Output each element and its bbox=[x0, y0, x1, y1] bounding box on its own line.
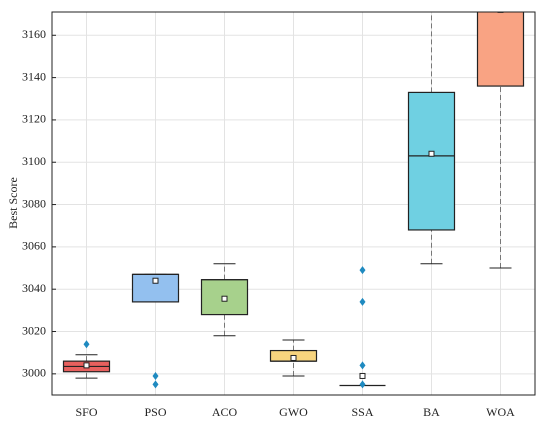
plot-frame bbox=[51, 11, 536, 396]
outlier bbox=[83, 340, 90, 349]
y-tick-label: 3120 bbox=[22, 112, 46, 126]
x-tick-label: PSO bbox=[144, 405, 166, 419]
outlier bbox=[152, 380, 159, 389]
box bbox=[476, 12, 525, 87]
x-tick-label: GWO bbox=[279, 405, 308, 419]
mean-marker bbox=[290, 354, 297, 361]
y-tick-label: 3080 bbox=[22, 196, 46, 210]
outlier bbox=[359, 266, 366, 275]
outlier bbox=[152, 371, 159, 380]
y-tick-label: 3140 bbox=[22, 69, 46, 83]
y-tick-label: 3160 bbox=[22, 27, 46, 41]
outlier bbox=[359, 380, 366, 389]
x-tick-label: ACO bbox=[212, 405, 238, 419]
mean-marker bbox=[152, 277, 159, 284]
y-tick-label: 3060 bbox=[22, 239, 46, 253]
y-axis-label: Best Score bbox=[6, 177, 20, 229]
y-tick-label: 3000 bbox=[22, 366, 46, 380]
mean-marker bbox=[83, 362, 90, 369]
y-tick-label: 3100 bbox=[22, 154, 46, 168]
outlier bbox=[359, 361, 366, 370]
x-tick-label: BA bbox=[423, 405, 440, 419]
x-tick-label: SSA bbox=[351, 405, 373, 419]
y-tick-label: 3040 bbox=[22, 281, 46, 295]
outlier bbox=[359, 297, 366, 306]
mean-marker bbox=[428, 150, 435, 157]
mean-marker bbox=[359, 372, 366, 379]
plot-area bbox=[62, 12, 525, 389]
box bbox=[407, 91, 456, 231]
mean-marker bbox=[221, 295, 228, 302]
x-tick-label: WOA bbox=[486, 405, 515, 419]
y-tick-label: 3020 bbox=[22, 323, 46, 337]
x-tick-label: SFO bbox=[75, 405, 97, 419]
